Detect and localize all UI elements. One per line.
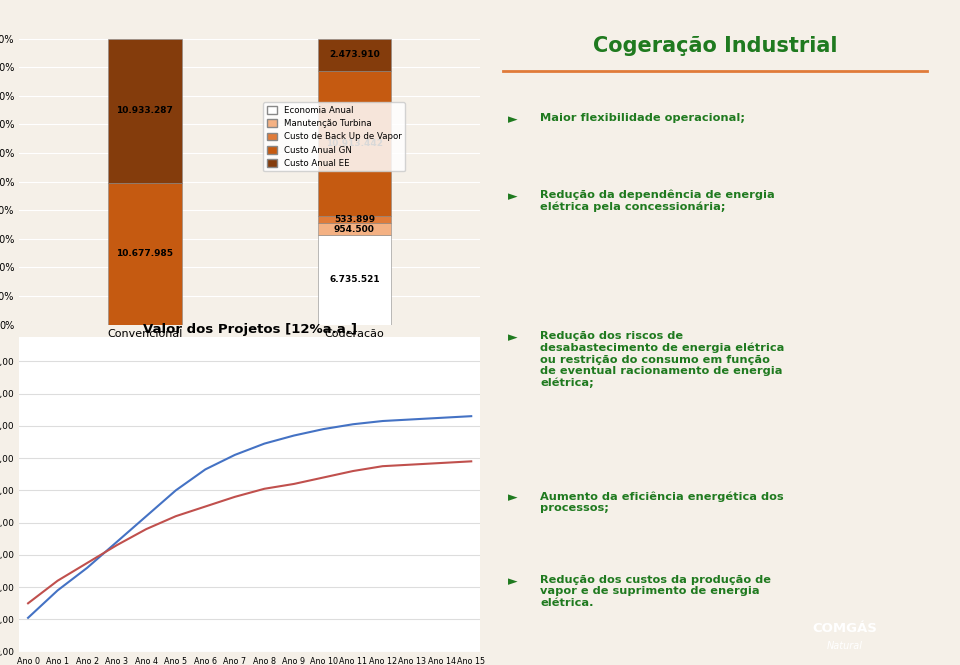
- Text: Redução da dependência de energia
elétrica pela concessionária;: Redução da dependência de energia elétri…: [540, 190, 775, 212]
- Text: ►: ►: [508, 575, 517, 588]
- Text: 10.677.985: 10.677.985: [116, 249, 174, 259]
- Text: Redução dos custos da produção de
vapor e de suprimento de energia
elétrica.: Redução dos custos da produção de vapor …: [540, 575, 771, 608]
- Text: Natural: Natural: [827, 640, 863, 650]
- Text: ►: ►: [508, 491, 517, 504]
- Text: ►: ►: [508, 112, 517, 126]
- Text: 6.735.521: 6.735.521: [329, 275, 380, 285]
- Text: ►: ►: [508, 331, 517, 344]
- Text: 954.500: 954.500: [334, 225, 374, 233]
- Bar: [108, 184, 181, 325]
- Text: Maior flexibilidade operacional;: Maior flexibilidade operacional;: [540, 112, 745, 122]
- Bar: [318, 223, 391, 235]
- Bar: [108, 39, 181, 184]
- Text: 533.899: 533.899: [334, 215, 375, 223]
- Title: Valor dos Projetos [12%a.a.]: Valor dos Projetos [12%a.a.]: [143, 323, 357, 336]
- Legend: Economia Anual, Manutenção Turbina, Custo de Back Up de Vapor, Custo Anual GN, C: Economia Anual, Manutenção Turbina, Cust…: [263, 102, 405, 172]
- Bar: [318, 215, 391, 223]
- Bar: [318, 71, 391, 215]
- Bar: [318, 235, 391, 325]
- Text: 10.933.287: 10.933.287: [116, 106, 174, 116]
- Text: Aumento da eficiência energética dos
processos;: Aumento da eficiência energética dos pro…: [540, 491, 783, 513]
- Text: 10.913.442: 10.913.442: [325, 139, 383, 148]
- Bar: [318, 39, 391, 71]
- Text: COMGÁS: COMGÁS: [812, 622, 877, 634]
- Text: ►: ►: [508, 190, 517, 203]
- Text: Redução dos riscos de
desabastecimento de energia elétrica
ou restrição do consu: Redução dos riscos de desabastecimento d…: [540, 331, 784, 388]
- Text: Cogeração Industrial: Cogeração Industrial: [593, 36, 837, 56]
- Text: 2.473.910: 2.473.910: [329, 51, 380, 59]
